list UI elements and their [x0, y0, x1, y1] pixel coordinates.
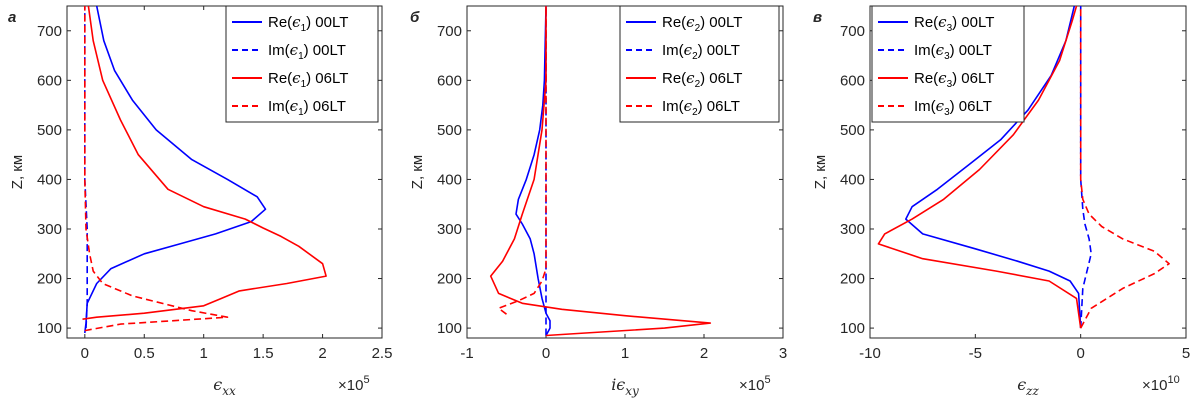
legend-label: Im(ϵ3) 00LT [914, 41, 992, 62]
legend-box [225, 5, 379, 123]
y-tick-label: 600 [840, 72, 865, 89]
y-tick-label: 100 [37, 320, 62, 337]
x-tick-label: 1.5 [253, 345, 274, 362]
legend: Re(ϵ3) 00LT Im(ϵ3) 00LT Re(ϵ3) 06LT Im(ϵ3) … [871, 5, 1025, 123]
legend-label: Re(ϵ2) 00LT [662, 13, 742, 34]
legend-label: Im(ϵ1) 00LT [268, 41, 346, 62]
x-tick-label: 0 [1076, 345, 1084, 362]
y-tick-label: 300 [37, 221, 62, 238]
y-tick-label: 600 [37, 72, 62, 89]
y-tick-label: 300 [840, 221, 865, 238]
x-tick-label: 3 [779, 345, 787, 362]
legend-label: Re(ϵ3) 00LT [914, 13, 994, 34]
panel-letter: а [8, 9, 16, 26]
y-axis-label: Z, км [812, 155, 829, 189]
x-tick-label: 0 [81, 345, 89, 362]
x-axis-multiplier: ×105 [338, 374, 370, 394]
series-line-3 [489, 6, 712, 337]
legend-box [871, 5, 1025, 123]
y-tick-label: 200 [437, 271, 462, 288]
y-tick-label: 100 [437, 320, 462, 337]
series-line-2 [84, 6, 88, 329]
panel-3: -10 -5 0 5 100 200 300 400 500 600 700 Re(ϵ3) 00LT I… [812, 5, 1190, 398]
legend: Re(ϵ2) 00LT Im(ϵ2) 00LT Re(ϵ2) 06LT Im(ϵ2) … [619, 5, 780, 123]
legend-label: Re(ϵ2) 06LT [662, 69, 742, 90]
legend-label: Re(ϵ1) 00LT [268, 13, 348, 34]
panel-1: 0 0.5 1 1.5 2 2.5 100 200 300 400 500 600 700 Re(ϵ1) … [8, 5, 393, 398]
x-tick-label: 0.5 [134, 345, 155, 362]
series-line-1 [515, 6, 551, 336]
x-tick-label: 2 [318, 345, 326, 362]
x-axis-multiplier: ×1010 [1142, 374, 1180, 394]
y-tick-label: 400 [437, 171, 462, 188]
panel-letter: б [410, 9, 420, 26]
y-axis-label: Z, км [9, 155, 26, 189]
series-line-3 [82, 6, 327, 320]
y-tick-label: 300 [437, 221, 462, 238]
y-tick-label: 200 [37, 271, 62, 288]
series-line-1 [905, 6, 1082, 329]
x-tick-label: 2 [700, 345, 708, 362]
legend-label: Re(ϵ1) 06LT [268, 69, 348, 90]
y-tick-label: 400 [840, 171, 865, 188]
legend-box [619, 5, 780, 123]
x-axis-multiplier: ×105 [739, 374, 771, 394]
series-line-1 [84, 6, 267, 334]
y-tick-label: 700 [840, 23, 865, 40]
series-line-3 [877, 6, 1082, 329]
x-tick-label: 0 [542, 345, 550, 362]
series-line-4 [1079, 6, 1170, 329]
x-tick-label: 1 [200, 345, 208, 362]
y-tick-label: 500 [37, 122, 62, 139]
series-line-2 [1079, 6, 1092, 329]
y-tick-label: 100 [840, 320, 865, 337]
x-axis-label: ϵxx [213, 375, 236, 398]
x-tick-label: 2.5 [372, 345, 393, 362]
x-axis-label: iϵxy [611, 375, 639, 398]
legend-label: Re(ϵ3) 06LT [914, 69, 994, 90]
legend-label: Im(ϵ2) 00LT [662, 41, 740, 62]
legend-label: Im(ϵ1) 06LT [268, 97, 346, 118]
y-tick-label: 200 [840, 271, 865, 288]
y-tick-label: 400 [37, 171, 62, 188]
panel-letter: в [813, 9, 822, 26]
y-axis-label: Z, км [409, 155, 426, 189]
series-line-4 [497, 6, 547, 315]
legend-label: Im(ϵ3) 06LT [914, 97, 992, 118]
x-tick-label: -1 [460, 345, 473, 362]
x-axis-label: ϵzz [1017, 375, 1039, 398]
legend: Re(ϵ1) 00LT Im(ϵ1) 00LT Re(ϵ1) 06LT Im(ϵ1) … [225, 5, 379, 123]
y-tick-label: 700 [37, 23, 62, 40]
x-tick-label: 5 [1182, 345, 1190, 362]
x-tick-label: 1 [621, 345, 629, 362]
y-tick-label: 500 [437, 122, 462, 139]
y-tick-label: 700 [437, 23, 462, 40]
y-tick-label: 600 [437, 72, 462, 89]
x-tick-label: -5 [969, 345, 982, 362]
panel-2: -1 0 1 2 3 100 200 300 400 500 600 700 Re(ϵ2) 00LT Im… [409, 5, 787, 398]
y-tick-label: 500 [840, 122, 865, 139]
x-tick-label: -10 [859, 345, 881, 362]
legend-label: Im(ϵ2) 06LT [662, 97, 740, 118]
